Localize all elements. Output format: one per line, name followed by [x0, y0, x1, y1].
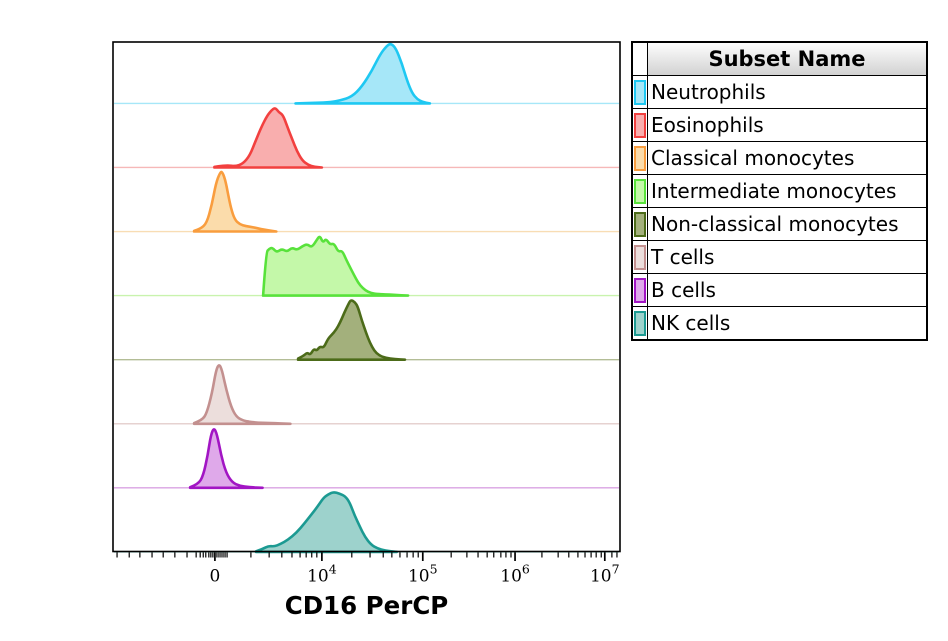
x-axis-tick-label: 106 [500, 562, 530, 587]
legend-swatch-cell [633, 76, 648, 108]
legend-color-swatch-neutrophils [634, 79, 646, 105]
legend-label-nk-cells: NK cells [651, 311, 731, 335]
plot-frame [112, 41, 621, 553]
histogram-non-classical-monocytes [296, 299, 407, 361]
legend-label-non-classical-monocytes: Non-classical monocytes [651, 212, 899, 236]
legend-title: Subset Name [648, 43, 926, 75]
legend-swatch-cell [633, 175, 648, 207]
legend-swatch-cell [633, 208, 648, 240]
x-axis-tick-label: 105 [408, 562, 438, 587]
legend-label-classical-monocytes: Classical monocytes [651, 146, 855, 170]
legend-header: Subset Name [633, 43, 926, 76]
legend-swatch-cell [633, 142, 648, 174]
legend-color-swatch-intermediate-monocytes [634, 178, 646, 204]
x-axis-tick-label: 0 [209, 567, 220, 587]
legend-color-swatch-non-classical-monocytes [634, 211, 646, 237]
legend-swatch-column-header [633, 43, 648, 75]
histogram-classical-monocytes [192, 170, 278, 233]
legend-swatch-cell [633, 307, 648, 339]
legend-row-neutrophils: Neutrophils [633, 76, 926, 109]
legend-label-eosinophils: Eosinophils [651, 113, 764, 137]
histogram-intermediate-monocytes [261, 235, 410, 297]
histogram-neutrophils [294, 42, 432, 105]
histogram-nk-cells [254, 491, 399, 554]
legend-row-intermediate-monocytes: Intermediate monocytes [633, 175, 926, 208]
legend-color-swatch-classical-monocytes [634, 145, 646, 171]
legend-row-eosinophils: Eosinophils [633, 109, 926, 142]
legend-swatch-cell [633, 274, 648, 306]
x-axis-tick-label: 104 [307, 562, 337, 587]
x-axis-title: CD16 PerCP [285, 591, 449, 620]
histogram-t-cells [192, 364, 292, 426]
legend-color-swatch-t-cells [634, 244, 646, 270]
legend-label-t-cells: T cells [651, 245, 715, 269]
legend-swatch-cell [633, 241, 648, 273]
legend-color-swatch-nk-cells [634, 310, 646, 336]
legend-table: Subset Name Neutrophils Eosinophils Classi… [631, 41, 928, 341]
legend-label-b-cells: B cells [651, 278, 716, 302]
legend-label-neutrophils: Neutrophils [651, 80, 766, 104]
histogram-b-cells [188, 428, 264, 490]
legend-row-t-cells: T cells [633, 241, 926, 274]
x-axis-tick-label: 107 [590, 562, 620, 587]
legend-row-nk-cells: NK cells [633, 307, 926, 339]
legend-row-classical-monocytes: Classical monocytes [633, 142, 926, 175]
legend-color-swatch-eosinophils [634, 112, 646, 138]
legend-label-intermediate-monocytes: Intermediate monocytes [651, 179, 897, 203]
legend-row-b-cells: B cells [633, 274, 926, 307]
legend-row-non-classical-monocytes: Non-classical monocytes [633, 208, 926, 241]
legend-color-swatch-b-cells [634, 277, 646, 303]
histogram-eosinophils [213, 107, 324, 169]
legend-swatch-cell [633, 109, 648, 141]
